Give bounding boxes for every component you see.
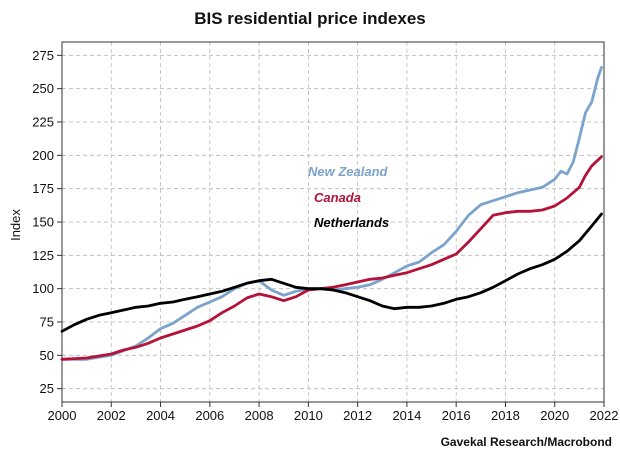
x-tick-label: 2000 (48, 408, 77, 423)
y-tick-label: 75 (40, 315, 54, 330)
x-tick-label: 2012 (343, 408, 372, 423)
y-tick-label: 125 (32, 248, 54, 263)
y-tick-label: 50 (40, 348, 54, 363)
x-tick-label: 2004 (146, 408, 175, 423)
y-axis-label: Index (8, 209, 23, 241)
chart-title: BIS residential price indexes (194, 9, 425, 28)
x-tick-label: 2016 (442, 408, 471, 423)
x-tick-label: 2006 (195, 408, 224, 423)
series-line-new-zealand (60, 65, 603, 361)
x-tick-label: 2014 (392, 408, 421, 423)
series-line-canada (60, 155, 603, 361)
y-tick-label: 25 (40, 381, 54, 396)
legend-netherlands: Netherlands (314, 215, 389, 230)
series-lines (60, 65, 603, 361)
x-tick-label: 2010 (294, 408, 323, 423)
x-tick-label: 2018 (491, 408, 520, 423)
axis-ticks: 2000 2002 2004 2006 2008 2010 2012 2014 2016 2018… (32, 48, 618, 423)
x-tick-label: 2002 (97, 408, 126, 423)
y-tick-label: 225 (32, 115, 54, 130)
x-tick-label: 2022 (590, 408, 619, 423)
x-tick-label: 2020 (540, 408, 569, 423)
source-note: Gavekal Research/Macrobond (441, 435, 612, 449)
y-tick-label: 100 (32, 281, 54, 296)
legend-new-zealand: New Zealand (308, 164, 389, 179)
gridlines (61, 42, 605, 402)
legend-canada: Canada (314, 190, 361, 205)
y-tick-label: 175 (32, 181, 54, 196)
y-tick-label: 250 (32, 81, 54, 96)
x-tick-label: 2008 (245, 408, 274, 423)
series-line-netherlands (60, 212, 603, 333)
y-tick-label: 275 (32, 48, 54, 63)
y-tick-label: 150 (32, 215, 54, 230)
y-tick-label: 200 (32, 148, 54, 163)
